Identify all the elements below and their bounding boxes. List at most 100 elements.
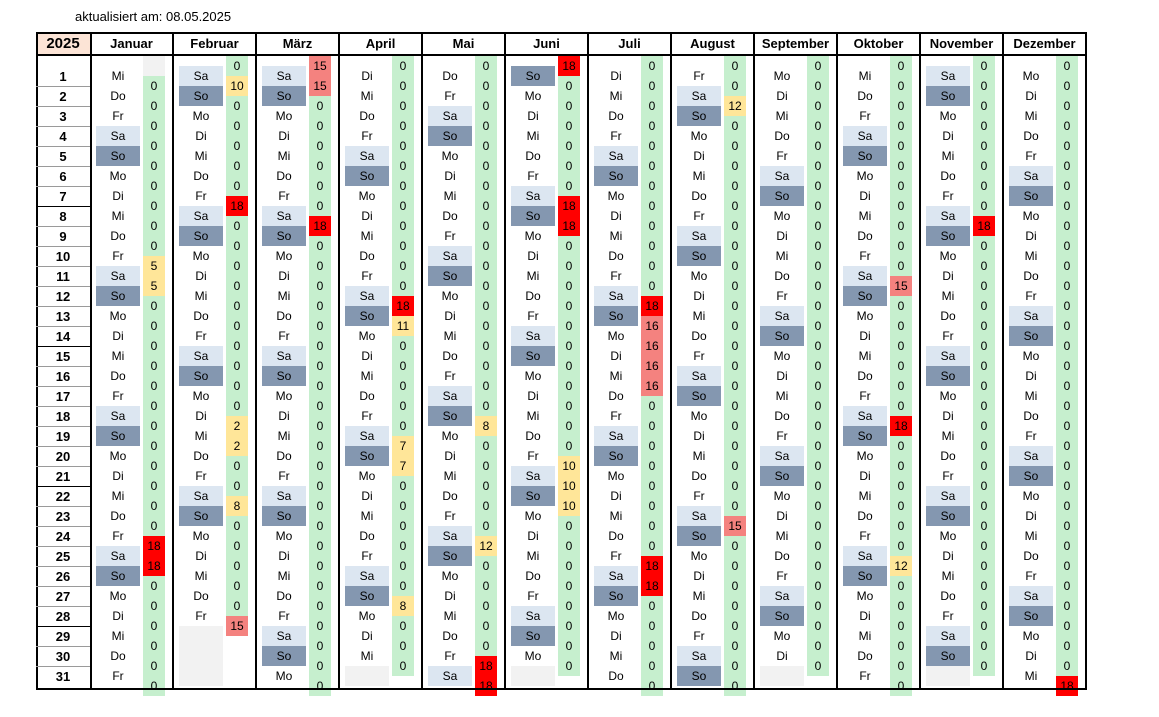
day-number: 3	[59, 108, 67, 124]
value-cell: 16	[641, 316, 663, 336]
weekday-cell: Do	[677, 326, 721, 346]
weekday-cell: Mo	[594, 466, 638, 486]
value-cell: 0	[143, 676, 165, 696]
value-cell: 16	[641, 356, 663, 376]
weekday-cell: So	[96, 426, 140, 446]
weekday-cell: Mo	[1009, 206, 1053, 226]
value-cell: 0	[143, 656, 165, 676]
day-number: 22	[55, 488, 71, 504]
weekday-cell: Mi	[926, 566, 970, 586]
weekday-cell: So	[511, 66, 555, 86]
value-cell: 0	[392, 656, 414, 676]
value-cell: 0	[807, 136, 829, 156]
weekday-cell: Sa	[1009, 586, 1053, 606]
day-number: 21	[55, 468, 71, 484]
weekday-cell: Do	[428, 206, 472, 226]
value-cell: 0	[890, 216, 912, 236]
weekday-cell: So	[760, 606, 804, 626]
value-cell: 0	[1056, 636, 1078, 656]
value-cell: 0	[973, 376, 995, 396]
weekday-cell: So	[179, 366, 223, 386]
value-cell: 0	[1056, 396, 1078, 416]
value-cell: 0	[226, 516, 248, 536]
weekday-cell: Sa	[428, 526, 472, 546]
value-cell: 0	[1056, 616, 1078, 636]
weekday-cell: Fr	[843, 106, 887, 126]
weekday-cell: Mo	[96, 586, 140, 606]
value-cell: 0	[392, 576, 414, 596]
weekday-cell: Do	[843, 366, 887, 386]
grid-line	[36, 32, 38, 690]
weekday-cell: Mo	[428, 146, 472, 166]
weekday-cell: Di	[926, 126, 970, 146]
weekday-cell: Sa	[926, 486, 970, 506]
weekday-cell: Di	[96, 466, 140, 486]
value-cell: 0	[226, 576, 248, 596]
weekday-cell: Do	[926, 446, 970, 466]
value-cell: 0	[143, 476, 165, 496]
weekday-cell: Do	[345, 246, 389, 266]
weekday-cell: So	[511, 626, 555, 646]
weekday-cell: Sa	[843, 266, 887, 286]
day-number: 24	[55, 528, 71, 544]
weekday-cell: So	[262, 506, 306, 526]
value-cell: 0	[890, 636, 912, 656]
weekday-cell: Mo	[926, 526, 970, 546]
weekday-cell: Do	[345, 386, 389, 406]
value-cell: 0	[641, 76, 663, 96]
value-cell: 0	[475, 296, 497, 316]
weekday-cell: Di	[428, 586, 472, 606]
weekday-cell: So	[511, 486, 555, 506]
value-cell: 0	[309, 136, 331, 156]
weekday-cell: Do	[96, 366, 140, 386]
weekday-cell: Do	[843, 86, 887, 106]
weekday-cell: Do	[179, 306, 223, 326]
weekday-cell: Mi	[926, 146, 970, 166]
value-cell: 0	[558, 536, 580, 556]
value-cell: 0	[226, 356, 248, 376]
value-cell: 0	[890, 616, 912, 636]
weekday-cell: So	[926, 646, 970, 666]
value-cell: 0	[475, 256, 497, 276]
weekday-cell: Sa	[760, 306, 804, 326]
weekday-cell: Do	[843, 506, 887, 526]
grid-line	[36, 386, 90, 387]
value-cell: 0	[724, 636, 746, 656]
weekday-cell: Mi	[677, 166, 721, 186]
weekday-cell: Mi	[760, 526, 804, 546]
weekday-cell: Di	[760, 226, 804, 246]
weekday-cell: So	[179, 86, 223, 106]
grid-line	[587, 32, 589, 690]
value-cell: 15	[226, 616, 248, 636]
weekday-cell: Mi	[1009, 106, 1053, 126]
weekday-cell: Mo	[843, 586, 887, 606]
weekday-cell: Fr	[677, 66, 721, 86]
value-cell: 12	[890, 556, 912, 576]
value-cell: 0	[641, 176, 663, 196]
value-cell: 0	[558, 276, 580, 296]
grid-line	[36, 546, 90, 547]
value-cell: 0	[890, 376, 912, 396]
weekday-cell: Di	[594, 626, 638, 646]
weekday-cell: Fr	[428, 226, 472, 246]
value-cell: 0	[558, 656, 580, 676]
value-cell: 16	[641, 336, 663, 356]
value-cell: 5	[143, 256, 165, 276]
weekday-cell: Mo	[179, 526, 223, 546]
value-cell: 0	[641, 676, 663, 696]
day-number: 8	[59, 208, 67, 224]
value-cell: 0	[309, 456, 331, 476]
day-number: 19	[55, 428, 71, 444]
value-cell: 16	[641, 376, 663, 396]
value-cell: 0	[226, 536, 248, 556]
grid-line	[36, 286, 90, 287]
value-cell: 0	[558, 236, 580, 256]
weekday-cell: So	[428, 406, 472, 426]
weekday-cell: Di	[262, 406, 306, 426]
day-number: 5	[59, 148, 67, 164]
weekday-cell: Mo	[428, 426, 472, 446]
value-cell: 0	[807, 616, 829, 636]
grid-line	[172, 32, 174, 690]
value-cell: 0	[143, 336, 165, 356]
value-cell: 0	[558, 316, 580, 336]
